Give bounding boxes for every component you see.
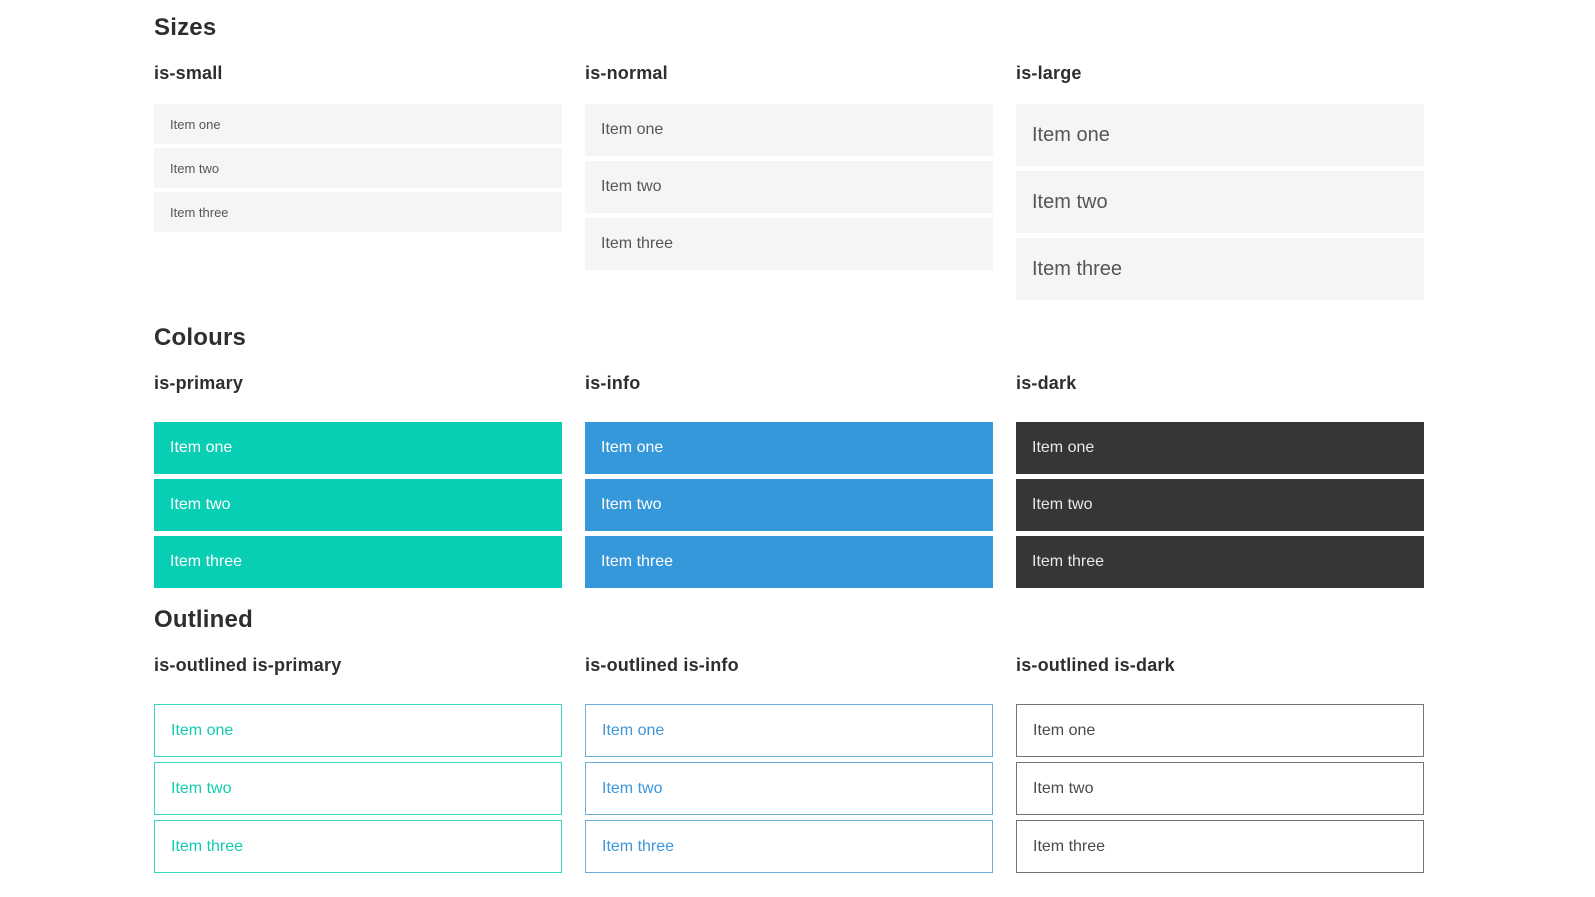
variant-column-outlined-primary: is-outlined is-primary Item one Item two I… — [154, 654, 562, 873]
list-item[interactable]: Item three — [154, 820, 562, 873]
item-list-dark: Item one Item two Item three — [1016, 422, 1424, 588]
variant-column-is-info: is-info Item one Item two Item three — [585, 372, 993, 588]
list-item[interactable]: Item three — [1016, 238, 1424, 300]
variant-column-is-small: is-small Item one Item two Item three — [154, 62, 562, 232]
variant-column-is-large: is-large Item one Item two Item three — [1016, 62, 1424, 300]
list-item[interactable]: Item two — [1016, 171, 1424, 233]
list-item[interactable]: Item three — [585, 218, 993, 270]
sizes-columns-row: is-small Item one Item two Item three is-n… — [154, 62, 1424, 300]
list-item[interactable]: Item three — [154, 192, 562, 232]
list-item[interactable]: Item two — [585, 479, 993, 531]
sizes-section: Sizes is-small Item one Item two Item thre… — [154, 14, 1424, 300]
item-list-normal: Item one Item two Item three — [585, 104, 993, 270]
item-list-info: Item one Item two Item three — [585, 422, 993, 588]
list-item[interactable]: Item one — [1016, 104, 1424, 166]
style-guide-page: Sizes is-small Item one Item two Item thre… — [154, 14, 1424, 873]
variant-column-outlined-dark: is-outlined is-dark Item one Item two Item… — [1016, 654, 1424, 873]
variant-column-is-normal: is-normal Item one Item two Item three — [585, 62, 993, 270]
section-title-sizes: Sizes — [154, 14, 217, 41]
variant-label-outlined-info: is-outlined is-info — [585, 655, 739, 675]
list-item[interactable]: Item three — [1016, 536, 1424, 588]
variant-label-is-normal: is-normal — [585, 63, 668, 83]
list-item[interactable]: Item two — [585, 161, 993, 213]
outlined-columns-row: is-outlined is-primary Item one Item two I… — [154, 654, 1424, 873]
list-item[interactable]: Item one — [1016, 422, 1424, 474]
list-item[interactable]: Item three — [585, 536, 993, 588]
list-item[interactable]: Item two — [585, 762, 993, 815]
outlined-section: Outlined is-outlined is-primary Item one… — [154, 606, 1424, 873]
item-list-outlined-info: Item one Item two Item three — [585, 704, 993, 873]
item-list-large: Item one Item two Item three — [1016, 104, 1424, 300]
variant-label-is-small: is-small — [154, 63, 223, 83]
list-item[interactable]: Item one — [1016, 704, 1424, 757]
section-title-colours: Colours — [154, 324, 247, 351]
variant-label-is-dark: is-dark — [1016, 373, 1077, 393]
section-title-outlined: Outlined — [154, 606, 253, 633]
variant-label-is-primary: is-primary — [154, 373, 244, 393]
list-item[interactable]: Item two — [154, 479, 562, 531]
list-item[interactable]: Item three — [154, 536, 562, 588]
variant-column-is-primary: is-primary Item one Item two Item three — [154, 372, 562, 588]
list-item[interactable]: Item three — [1016, 820, 1424, 873]
list-item[interactable]: Item one — [154, 422, 562, 474]
colours-columns-row: is-primary Item one Item two Item three is… — [154, 372, 1424, 588]
variant-column-is-dark: is-dark Item one Item two Item three — [1016, 372, 1424, 588]
list-item[interactable]: Item two — [154, 148, 562, 188]
variant-label-is-info: is-info — [585, 373, 641, 393]
list-item[interactable]: Item two — [154, 762, 562, 815]
variant-label-is-large: is-large — [1016, 63, 1082, 83]
item-list-outlined-dark: Item one Item two Item three — [1016, 704, 1424, 873]
list-item[interactable]: Item one — [585, 104, 993, 156]
variant-label-outlined-dark: is-outlined is-dark — [1016, 655, 1175, 675]
list-item[interactable]: Item one — [585, 422, 993, 474]
item-list-small: Item one Item two Item three — [154, 104, 562, 232]
list-item[interactable]: Item three — [585, 820, 993, 873]
list-item[interactable]: Item two — [1016, 762, 1424, 815]
item-list-primary: Item one Item two Item three — [154, 422, 562, 588]
list-item[interactable]: Item two — [1016, 479, 1424, 531]
list-item[interactable]: Item one — [154, 704, 562, 757]
colours-section: Colours is-primary Item one Item two Item … — [154, 324, 1424, 588]
variant-label-outlined-primary: is-outlined is-primary — [154, 655, 342, 675]
list-item[interactable]: Item one — [154, 104, 562, 144]
list-item[interactable]: Item one — [585, 704, 993, 757]
item-list-outlined-primary: Item one Item two Item three — [154, 704, 562, 873]
variant-column-outlined-info: is-outlined is-info Item one Item two Item… — [585, 654, 993, 873]
